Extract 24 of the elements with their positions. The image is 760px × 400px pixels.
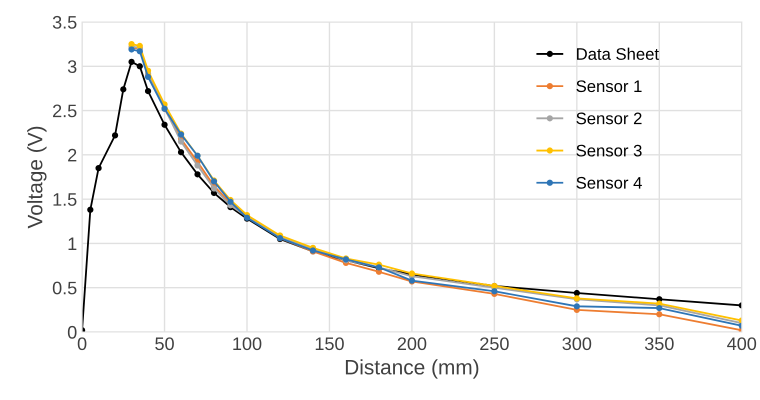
y-axis-title: Voltage (V)	[27, 126, 47, 228]
y-tick-label: 3.5	[52, 16, 76, 29]
y-tick-label: 2.5	[53, 104, 76, 118]
y-tick-label: 0.5	[52, 282, 76, 294]
legend-label: Data Sheet	[577, 48, 659, 60]
x-tick-label: 150	[316, 337, 344, 350]
x-tick-label: 200	[398, 337, 426, 350]
legend-label: Sensor 3	[576, 144, 642, 157]
x-tick-label: 100	[233, 337, 262, 350]
y-tick-label: 3	[68, 60, 76, 74]
y-tick-label: 2	[68, 148, 76, 162]
x-tick-label: 50	[155, 337, 174, 350]
y-tick-label: 1.5	[54, 193, 76, 206]
x-tick-label: 0	[78, 337, 86, 350]
x-tick-label: 350	[644, 337, 674, 350]
legend-label: Sensor 4	[576, 176, 642, 189]
x-tick-label: 250	[480, 337, 509, 350]
x-axis-title: Distance (mm)	[346, 359, 478, 379]
legend-label: Sensor 2	[576, 112, 642, 124]
x-tick-label: 300	[562, 337, 592, 350]
y-tick-label: 0	[68, 326, 77, 339]
y-tick-label: 1	[68, 238, 76, 250]
legend-label: Sensor 1	[576, 80, 642, 92]
x-tick-label: 400	[727, 337, 756, 350]
